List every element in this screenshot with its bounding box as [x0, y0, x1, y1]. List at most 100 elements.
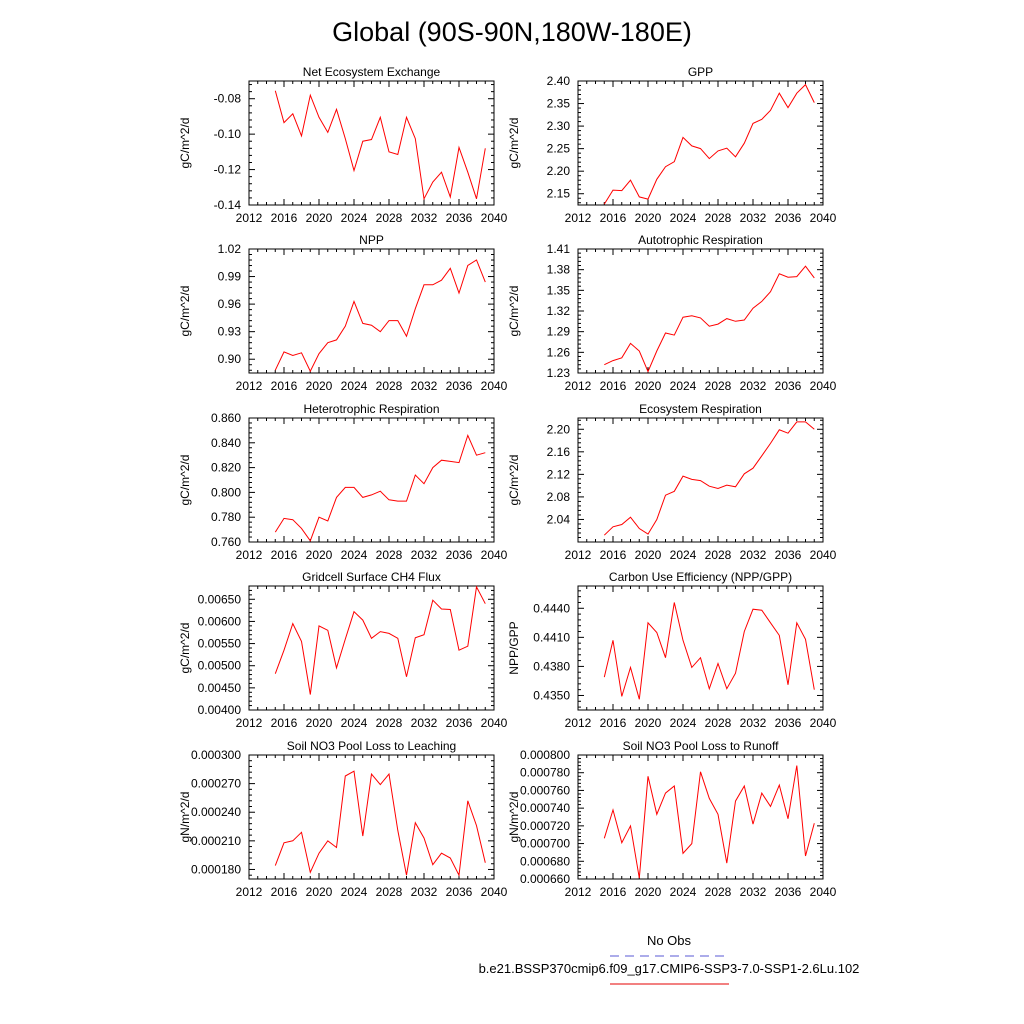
- y-tick-label: 0.000700: [520, 837, 570, 851]
- y-tick-label: 2.25: [547, 142, 571, 156]
- series-line: [604, 265, 815, 373]
- x-tick-label: 2036: [775, 211, 802, 225]
- y-axis-label: gC/m^2/d: [507, 286, 521, 337]
- y-tick-label: 0.00650: [198, 592, 242, 606]
- x-tick-label: 2020: [635, 379, 662, 393]
- x-tick-label: 2024: [341, 211, 368, 225]
- y-tick-label: 0.000660: [520, 872, 570, 886]
- y-tick-label: 1.32: [547, 304, 571, 318]
- series-line: [274, 433, 486, 542]
- y-tick-label: 0.000740: [520, 801, 570, 815]
- panel-title: Autotrophic Respiration: [638, 233, 763, 247]
- x-tick-label: 2028: [705, 885, 732, 899]
- y-tick-label: 0.00550: [198, 637, 242, 651]
- x-tick-label: 2024: [341, 548, 368, 562]
- y-tick-label: 0.000180: [191, 862, 241, 876]
- x-tick-label: 2012: [236, 548, 263, 562]
- y-axis-label: gN/m^2/d: [507, 792, 521, 843]
- x-tick-label: 2032: [740, 885, 767, 899]
- y-tick-label: -0.12: [214, 163, 242, 177]
- panel-title: Soil NO3 Pool Loss to Runoff: [623, 739, 780, 753]
- x-tick-label: 2016: [271, 211, 298, 225]
- chart-panel-carbon-use-efficiency-npp-gpp: Carbon Use Efficiency (NPP/GPP) NPP/GPP 20…: [507, 570, 837, 730]
- x-tick-label: 2032: [740, 379, 767, 393]
- x-tick-label: 2032: [740, 211, 767, 225]
- chart-panel-soil-no3-pool-loss-to-leaching: Soil NO3 Pool Loss to Leaching gN/m^2/d 20…: [178, 739, 508, 899]
- x-tick-label: 2024: [670, 211, 697, 225]
- panel-title: GPP: [688, 65, 713, 79]
- y-axis-label: gC/m^2/d: [507, 118, 521, 169]
- x-tick-label: 2020: [635, 716, 662, 730]
- chart-panel-soil-no3-pool-loss-to-runoff: Soil NO3 Pool Loss to Runoff gN/m^2/d 2012…: [507, 739, 837, 899]
- x-tick-label: 2016: [600, 716, 627, 730]
- y-axis-label: gC/m^2/d: [178, 286, 192, 337]
- x-tick-label: 2040: [810, 379, 837, 393]
- x-tick-label: 2040: [481, 548, 508, 562]
- y-tick-label: 0.000780: [520, 766, 570, 780]
- y-tick-label: 0.00450: [198, 681, 242, 695]
- y-tick-label: 0.000720: [520, 819, 570, 833]
- y-tick-label: 1.26: [547, 345, 571, 359]
- x-tick-label: 2032: [740, 716, 767, 730]
- chart-panel-gridcell-surface-ch4-flux: Gridcell Surface CH4 Flux gC/m^2/d 2012 201…: [178, 570, 508, 730]
- y-tick-label: 0.90: [218, 352, 242, 366]
- panel-title: Ecosystem Respiration: [639, 402, 762, 416]
- y-tick-label: 0.840: [211, 436, 241, 450]
- panel-title: Net Ecosystem Exchange: [303, 65, 441, 79]
- y-axis-label: NPP/GPP: [507, 621, 521, 674]
- x-tick-label: 2036: [446, 548, 473, 562]
- panel-title: Heterotrophic Respiration: [303, 402, 439, 416]
- x-tick-label: 2020: [306, 716, 333, 730]
- series-line: [603, 602, 815, 700]
- y-tick-label: 2.40: [547, 74, 571, 88]
- x-tick-label: 2016: [271, 379, 298, 393]
- x-tick-label: 2040: [810, 211, 837, 225]
- x-tick-label: 2016: [600, 379, 627, 393]
- x-tick-label: 2020: [635, 885, 662, 899]
- x-tick-label: 2036: [446, 211, 473, 225]
- y-tick-label: 0.4350: [533, 688, 570, 702]
- y-tick-label: 0.000210: [191, 834, 241, 848]
- y-tick-label: 1.38: [547, 263, 571, 277]
- y-axis-label: gC/m^2/d: [178, 623, 192, 674]
- y-tick-label: 1.29: [547, 325, 571, 339]
- y-tick-label: 0.760: [211, 535, 241, 549]
- x-tick-label: 2028: [705, 548, 732, 562]
- chart-panel-ecosystem-respiration: Ecosystem Respiration gC/m^2/d 2012 2016 202…: [507, 402, 837, 562]
- x-tick-label: 2020: [635, 548, 662, 562]
- chart-panel-npp: NPP gC/m^2/d 2012 2016 2020 2024 2028 2032 2036 2…: [178, 233, 508, 393]
- x-tick-label: 2024: [341, 885, 368, 899]
- panel-title: Gridcell Surface CH4 Flux: [302, 570, 441, 584]
- x-tick-label: 2024: [670, 379, 697, 393]
- x-tick-label: 2032: [411, 716, 438, 730]
- y-tick-label: 2.20: [547, 164, 571, 178]
- x-tick-label: 2028: [376, 885, 403, 899]
- x-tick-label: 2024: [341, 379, 368, 393]
- chart-panel-net-ecosystem-exchange: Net Ecosystem Exchange gC/m^2/d 2012 2016 20…: [178, 65, 508, 225]
- x-tick-label: 2036: [446, 716, 473, 730]
- x-tick-label: 2024: [670, 885, 697, 899]
- y-tick-label: 1.41: [547, 242, 571, 256]
- x-tick-label: 2040: [810, 716, 837, 730]
- y-axis-label: gN/m^2/d: [178, 792, 192, 843]
- x-tick-label: 2028: [376, 211, 403, 225]
- x-tick-label: 2028: [376, 716, 403, 730]
- x-tick-label: 2012: [565, 885, 592, 899]
- series-line: [603, 421, 815, 536]
- x-tick-label: 2016: [600, 211, 627, 225]
- y-tick-label: 1.23: [547, 366, 571, 380]
- chart-panel-gpp: GPP gC/m^2/d 2012 2016 2020 2024 2028 2032 2036 2…: [507, 65, 837, 225]
- y-tick-label: 2.04: [547, 512, 571, 526]
- y-tick-label: 0.800: [211, 485, 241, 499]
- x-tick-label: 2012: [236, 716, 263, 730]
- y-tick-label: 0.96: [218, 297, 242, 311]
- panel-title: NPP: [359, 233, 384, 247]
- x-tick-label: 2040: [810, 548, 837, 562]
- y-tick-label: 0.000680: [520, 854, 570, 868]
- y-tick-label: 0.860: [211, 411, 241, 425]
- x-tick-label: 2028: [376, 548, 403, 562]
- chart-panels: Net Ecosystem Exchange gC/m^2/d 2012 2016 20…: [178, 65, 837, 899]
- y-tick-label: 0.4410: [533, 630, 570, 644]
- x-tick-label: 2036: [446, 379, 473, 393]
